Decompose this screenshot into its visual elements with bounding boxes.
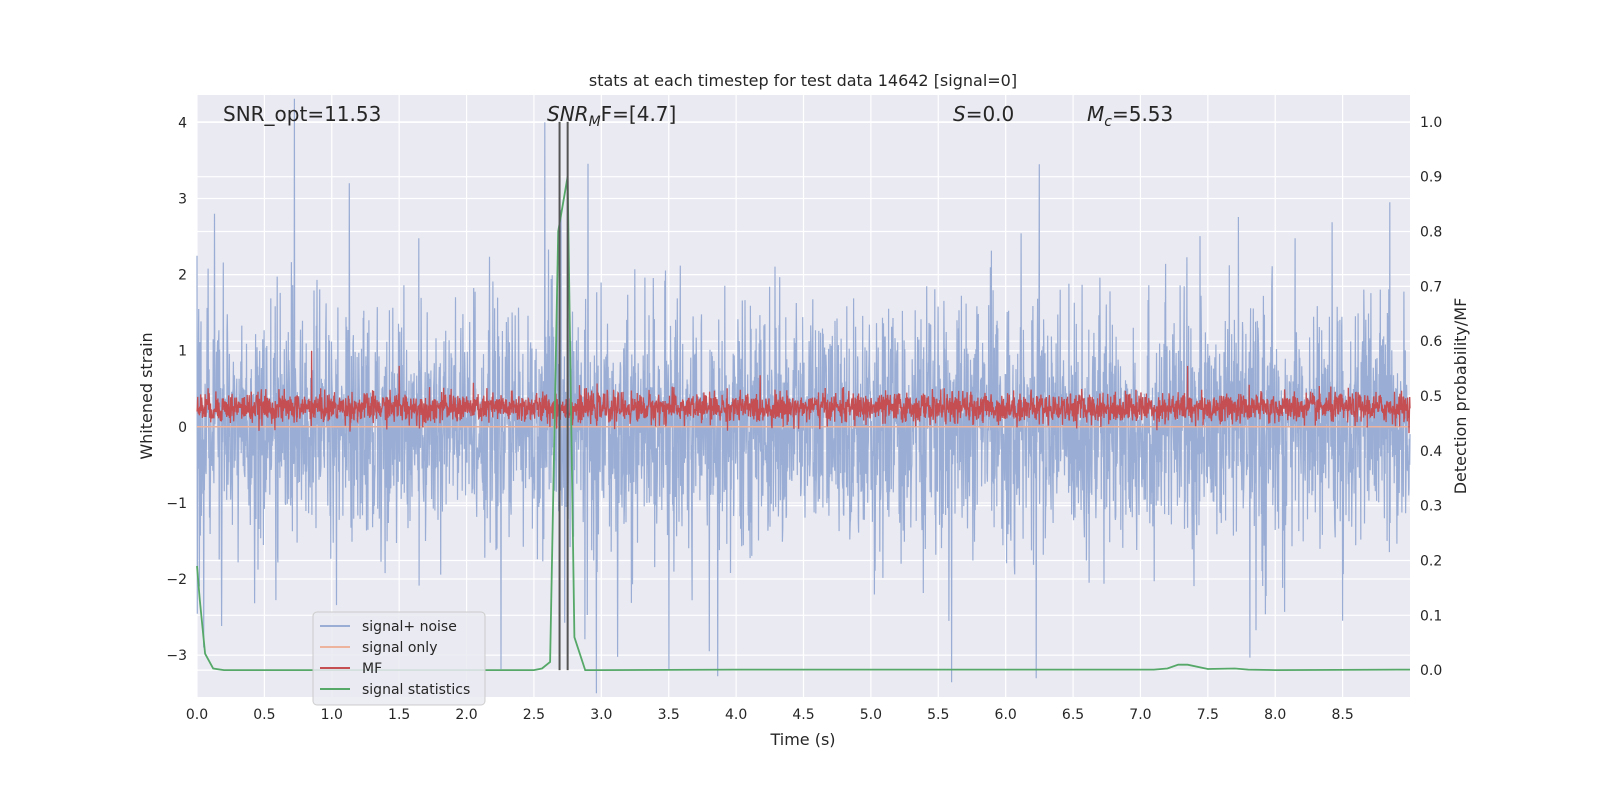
x-tick-label: 2.0 bbox=[455, 707, 477, 723]
x-tick-label: 3.5 bbox=[658, 707, 680, 723]
y-right-tick-label: 0.7 bbox=[1420, 279, 1442, 295]
x-tick-label: 0.0 bbox=[186, 707, 208, 723]
s-rest: =0.0 bbox=[966, 102, 1015, 126]
y-right-tick-label: 0.2 bbox=[1420, 553, 1442, 569]
chart-title: stats at each timestep for test data 146… bbox=[589, 71, 1017, 90]
snr-mf-sub: M bbox=[589, 114, 601, 130]
y-right-tick-label: 0.1 bbox=[1420, 608, 1442, 624]
mc-main: M bbox=[1087, 102, 1104, 126]
ticks: 0.0 0.5 1.0 1.5 2.0 2.5 3.0 3.5 4.0 4.5 5.0 5.5 6.0 6… bbox=[166, 115, 1442, 723]
snr-mf-main: SNR bbox=[547, 102, 589, 126]
x-tick-label: 5.5 bbox=[927, 707, 949, 723]
legend-label: MF bbox=[362, 661, 382, 677]
x-tick-label: 6.5 bbox=[1062, 707, 1084, 723]
snr-mf-rest: F=[4.7] bbox=[601, 102, 677, 126]
annotation-s: S=0.0 bbox=[953, 102, 1014, 126]
y-right-tick-label: 0.6 bbox=[1420, 334, 1442, 350]
x-tick-label: 1.0 bbox=[321, 707, 343, 723]
series-signal-noise bbox=[196, 98, 1411, 694]
annotation-snr-opt: SNR_opt=11.53 bbox=[223, 102, 381, 126]
x-tick-label: 4.5 bbox=[792, 707, 814, 723]
x-tick-label: 3.0 bbox=[590, 707, 612, 723]
x-tick-label: 8.5 bbox=[1331, 707, 1353, 723]
series-layer bbox=[196, 98, 1411, 694]
x-tick-label: 8.0 bbox=[1264, 707, 1286, 723]
legend-label: signal only bbox=[362, 640, 437, 656]
y-right-tick-label: 0.8 bbox=[1420, 225, 1442, 241]
y-right-tick-label: 0.5 bbox=[1420, 389, 1442, 405]
mc-rest: =5.53 bbox=[1112, 102, 1173, 126]
y-axis-right-label: Detection probability/MF bbox=[1451, 298, 1470, 495]
x-tick-label: 0.5 bbox=[253, 707, 275, 723]
y-tick-label: 2 bbox=[178, 268, 187, 284]
y-right-tick-label: 0.3 bbox=[1420, 499, 1442, 515]
y-tick-label: −3 bbox=[166, 648, 187, 664]
s-italic: S bbox=[953, 102, 966, 126]
y-tick-label: −2 bbox=[166, 572, 187, 588]
y-tick-label: 4 bbox=[178, 115, 187, 131]
series-mf bbox=[196, 350, 1411, 434]
y-tick-label: 0 bbox=[178, 420, 187, 436]
annotation-snr-mf: SNRMF=[4.7] bbox=[547, 102, 676, 130]
x-tick-label: 1.5 bbox=[388, 707, 410, 723]
x-tick-label: 2.5 bbox=[523, 707, 545, 723]
annotation-mc: Mc=5.53 bbox=[1087, 102, 1173, 130]
y-right-tick-label: 1.0 bbox=[1420, 115, 1442, 131]
y-tick-label: −1 bbox=[166, 496, 187, 512]
y-right-tick-label: 0.0 bbox=[1420, 663, 1442, 679]
mc-sub: c bbox=[1104, 114, 1112, 130]
x-axis-label: Time (s) bbox=[769, 730, 835, 749]
y-tick-label: 1 bbox=[178, 344, 187, 360]
y-tick-label: 3 bbox=[178, 192, 187, 208]
x-tick-label: 5.0 bbox=[860, 707, 882, 723]
y-right-tick-label: 0.4 bbox=[1420, 444, 1442, 460]
y-right-tick-label: 0.9 bbox=[1420, 170, 1442, 186]
legend-box bbox=[312, 611, 486, 706]
y-axis-label: Whitened strain bbox=[137, 332, 156, 459]
x-tick-label: 6.0 bbox=[995, 707, 1017, 723]
x-tick-label: 7.5 bbox=[1197, 707, 1219, 723]
x-tick-label: 4.0 bbox=[725, 707, 747, 723]
legend: signal+ noise signal only MF signal statist… bbox=[312, 611, 486, 706]
series-signal-statistics bbox=[196, 176, 1411, 672]
legend-label: signal statistics bbox=[362, 682, 470, 698]
legend-label: signal+ noise bbox=[362, 619, 457, 635]
x-tick-label: 7.0 bbox=[1129, 707, 1151, 723]
